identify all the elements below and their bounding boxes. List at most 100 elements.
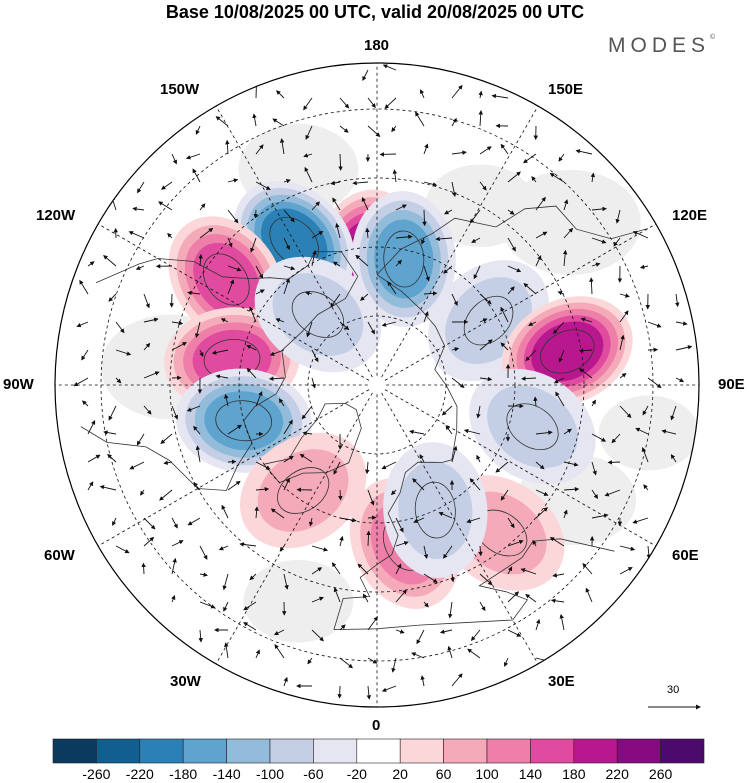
- wind-arrow: [419, 454, 425, 463]
- wind-arrow: [520, 568, 537, 575]
- wind-arrow: [279, 545, 285, 552]
- wind-arrow: [158, 201, 173, 211]
- wind-arrow: [108, 405, 117, 421]
- wind-arrow: [87, 481, 94, 491]
- wind-arrow: [549, 537, 565, 547]
- wind-arrow: [647, 321, 662, 328]
- anomaly-contour: [257, 449, 349, 532]
- wind-arrow: [115, 349, 132, 356]
- wind-arrow: [79, 279, 89, 295]
- wind-arrow: [443, 265, 453, 274]
- wind-arrow: [253, 209, 258, 219]
- wind-arrow: [591, 237, 607, 244]
- anomaly-outline: [291, 291, 344, 338]
- wind-arrow: [478, 545, 483, 557]
- wind-arrow: [448, 601, 453, 619]
- wind-arrow: [283, 676, 288, 687]
- wind-arrow: [411, 652, 425, 659]
- wind-arrow: [578, 368, 593, 379]
- wind-arrow: [246, 367, 257, 379]
- wind-arrow: [463, 428, 481, 435]
- wind-arrow: [479, 318, 488, 323]
- wind-arrow: [115, 377, 122, 384]
- wind-arrow: [252, 113, 257, 127]
- lon-label-0: 0: [372, 717, 381, 734]
- wind-arrow: [220, 318, 229, 323]
- wind-arrow: [423, 545, 429, 559]
- wind-arrow: [129, 461, 145, 470]
- meridian-line: [381, 392, 539, 665]
- wind-arrow: [395, 204, 407, 211]
- wind-arrow: [333, 461, 341, 475]
- colorbar-swatch: [96, 738, 141, 764]
- colorbar-swatch: [182, 738, 227, 764]
- wind-arrow: [367, 657, 378, 664]
- wind-arrow: [330, 180, 341, 186]
- colorbar-tick-label: -60: [303, 766, 324, 782]
- wind-arrow: [444, 209, 453, 215]
- wind-arrow: [171, 594, 176, 603]
- wind-arrow: [366, 530, 371, 547]
- wind-arrow: [423, 143, 429, 155]
- wind-arrow: [479, 601, 486, 612]
- wind-arrow: [413, 517, 425, 523]
- wind-arrow: [507, 286, 515, 295]
- wind-arrow: [303, 97, 313, 111]
- wind-arrow: [445, 425, 453, 435]
- wind-arrow: [305, 125, 313, 140]
- wind-arrow: [255, 461, 271, 470]
- wind-arrow: [279, 138, 285, 155]
- wind-arrow: [476, 405, 481, 419]
- wind-arrow: [500, 489, 509, 501]
- wind-arrow: [451, 150, 467, 155]
- wind-arrow: [391, 657, 397, 673]
- wind-arrow: [423, 311, 429, 323]
- wind-arrow: [339, 657, 354, 669]
- wind-arrow: [367, 97, 376, 109]
- wind-arrow: [395, 563, 402, 575]
- wind-arrow: [528, 321, 537, 326]
- wind-arrow: [227, 424, 242, 435]
- anomaly-outline: [215, 400, 273, 442]
- wind-arrow: [535, 231, 548, 239]
- wind-arrow: [268, 376, 285, 381]
- wind-arrow: [215, 374, 229, 379]
- wind-arrow: [523, 283, 537, 295]
- wind-arrow: [379, 152, 397, 157]
- wind-arrow: [160, 181, 173, 190]
- wind-arrow: [222, 573, 229, 591]
- wind-arrow: [128, 231, 145, 239]
- wind-arrow: [273, 629, 285, 636]
- wind-arrow: [199, 572, 208, 577]
- wind-arrow: [575, 149, 593, 155]
- anomaly-outline: [540, 329, 595, 374]
- map-boundary: [54, 62, 700, 708]
- wind-arrow: [366, 685, 372, 700]
- wind-arrow: [199, 349, 204, 358]
- wind-arrow: [311, 629, 324, 642]
- wind-arrow: [255, 486, 270, 492]
- wind-arrow: [115, 545, 130, 554]
- wind-arrow: [470, 629, 481, 641]
- wind-arrow: [274, 644, 285, 659]
- wind-arrow: [550, 598, 565, 604]
- wind-arrow: [115, 321, 125, 334]
- wind-arrow: [591, 461, 597, 476]
- wind-arrow: [507, 517, 515, 529]
- wind-arrow: [311, 567, 323, 575]
- wind-arrow: [674, 293, 680, 308]
- wind-arrow: [311, 377, 316, 389]
- wind-arrow: [438, 511, 453, 519]
- wind-arrow: [535, 618, 541, 631]
- wind-arrow: [661, 429, 677, 435]
- wind-arrow: [365, 227, 370, 239]
- wind-arrow: [450, 573, 455, 583]
- wind-arrow: [552, 573, 565, 578]
- wind-arrow: [283, 419, 293, 435]
- wind-arrow: [225, 139, 230, 155]
- lon-label-120w: 120W: [36, 207, 76, 224]
- wind-arrow: [283, 477, 290, 491]
- lon-label-180: 180: [364, 37, 390, 54]
- wind-arrow: [87, 261, 95, 267]
- brand-mark: ©: [710, 34, 716, 41]
